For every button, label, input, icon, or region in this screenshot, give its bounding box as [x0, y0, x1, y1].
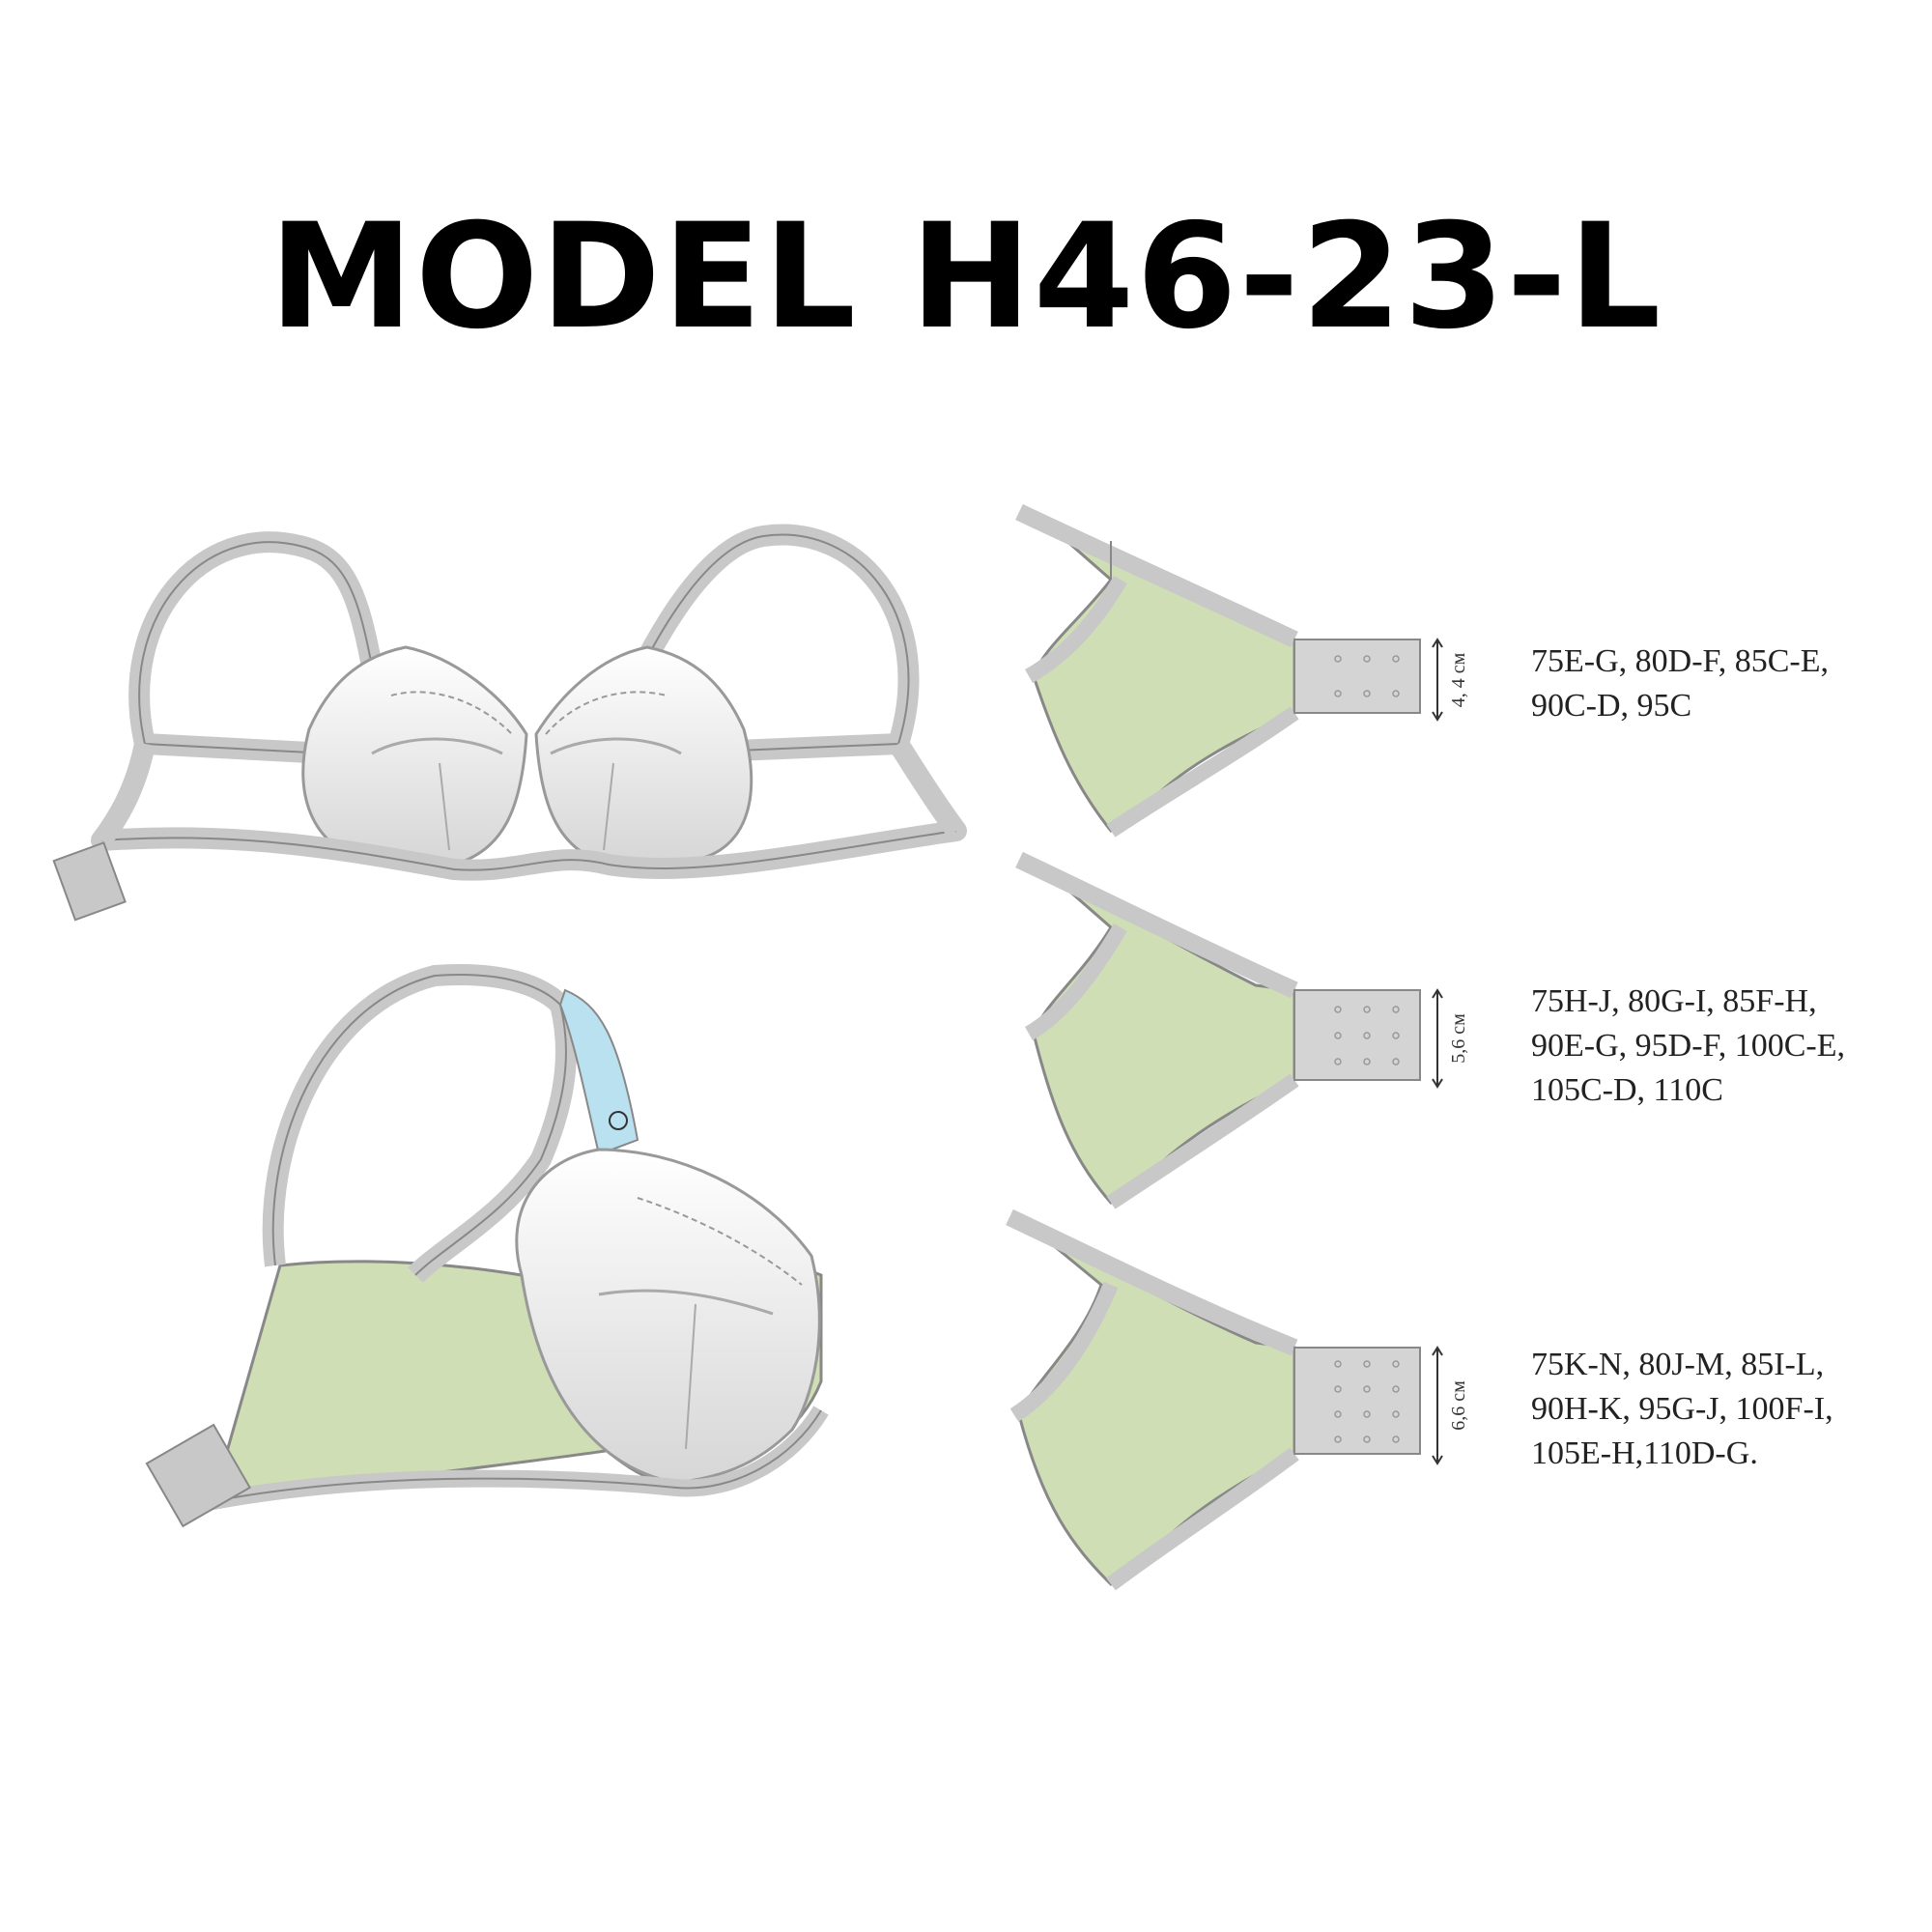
hook-panel-2: [1293, 989, 1421, 1081]
wing-variant-2: 5,6 см: [1015, 851, 1469, 1209]
front-view-bra: [52, 524, 967, 922]
front-right-cup: [534, 645, 753, 867]
size-line: 105C-D, 110C: [1531, 1072, 1723, 1108]
size-line: 90E-G, 95D-F, 100C-E,: [1531, 1028, 1845, 1064]
wing-variant-1: 4, 4 см: [1015, 503, 1469, 838]
hook-panel-3: [1293, 1347, 1421, 1455]
dimension-label-1: 4, 4 см: [1448, 652, 1469, 707]
size-list-variant-1: 75E-G, 80D-F, 85C-E, 90C-D, 95C: [1531, 639, 1918, 728]
side-cup: [515, 1148, 821, 1485]
dimension-label-3: 6,6 см: [1448, 1380, 1469, 1431]
side-view-bra: [145, 964, 829, 1528]
size-line: 90C-D, 95C: [1531, 688, 1692, 724]
size-line: 90H-K, 95G-J, 100F-I,: [1531, 1391, 1833, 1427]
front-hook-tab: [52, 841, 127, 922]
side-hook-tab: [145, 1423, 252, 1528]
size-list-variant-3: 75K-N, 80J-M, 85I-L, 90H-K, 95G-J, 100F-…: [1531, 1343, 1918, 1476]
page-title: MODEL H46-23-L: [269, 193, 1663, 361]
size-line: 75H-J, 80G-I, 85F-H,: [1531, 983, 1817, 1019]
wing-variant-3: 6,6 см: [1006, 1208, 1469, 1591]
cotton-icon: [609, 1111, 628, 1130]
front-left-cup: [301, 645, 528, 867]
size-list-variant-2: 75H-J, 80G-I, 85F-H, 90E-G, 95D-F, 100C-…: [1531, 980, 1918, 1113]
size-line: 75E-G, 80D-F, 85C-E,: [1531, 643, 1829, 679]
care-label: [558, 988, 639, 1156]
dimension-label-2: 5,6 см: [1448, 1013, 1469, 1064]
hook-panel-1: [1293, 639, 1421, 714]
size-line: 75K-N, 80J-M, 85I-L,: [1531, 1347, 1825, 1382]
size-line: 105E-H,110D-G.: [1531, 1435, 1758, 1471]
